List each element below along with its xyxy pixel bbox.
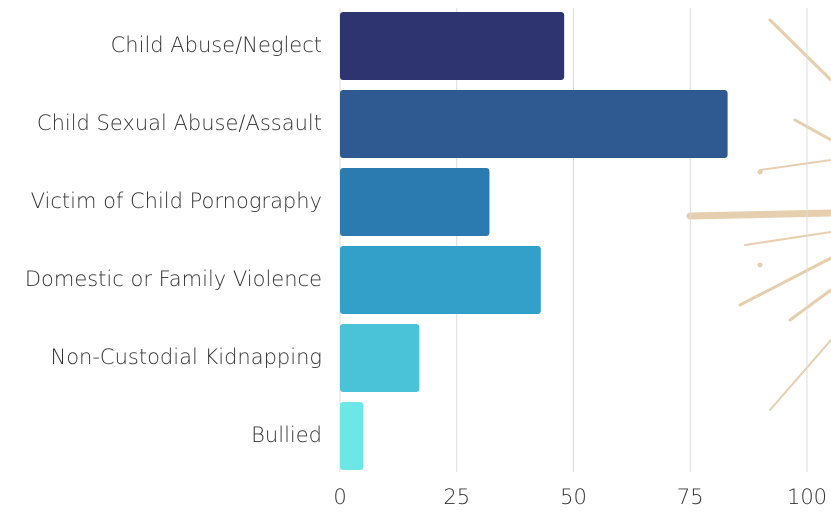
bar: [340, 12, 564, 80]
x-tick-label: 100: [787, 485, 827, 509]
decoration: [690, 20, 831, 410]
y-tick-label: Bullied: [251, 423, 322, 447]
bar: [340, 324, 419, 392]
bar: [340, 246, 541, 314]
y-tick-label: Child Sexual Abuse/Assault: [37, 111, 322, 135]
chart: 0 25 50 75 100 Child Abuse/Neglect Child Sexua…: [0, 0, 831, 513]
y-tick-label: Domestic or Family Violence: [25, 267, 322, 291]
x-tick-label: 75: [677, 485, 704, 509]
x-tick-label: 0: [333, 485, 346, 509]
x-tick-label: 25: [443, 485, 470, 509]
bar: [340, 90, 728, 158]
y-tick-label: Child Abuse/Neglect: [111, 33, 322, 57]
x-tick-label: 50: [560, 485, 587, 509]
y-tick-label: Victim of Child Pornography: [31, 189, 322, 213]
bar: [340, 402, 363, 470]
y-tick-label: Non-Custodial Kidnapping: [50, 345, 322, 369]
bar: [340, 168, 489, 236]
